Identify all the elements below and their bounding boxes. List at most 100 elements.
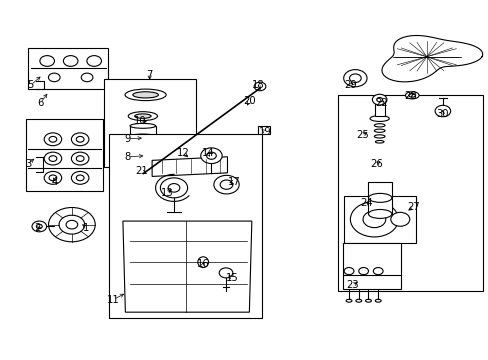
Text: 14: 14 (202, 148, 214, 158)
Circle shape (87, 55, 102, 66)
Text: 25: 25 (355, 130, 368, 140)
Ellipse shape (125, 89, 166, 100)
Text: 7: 7 (146, 69, 153, 80)
Bar (28, 48, 108, 89)
Text: 3: 3 (25, 159, 31, 169)
Text: 19: 19 (258, 127, 271, 137)
Circle shape (71, 171, 89, 184)
Bar (368, 182, 391, 214)
Bar (26, 119, 103, 191)
Circle shape (36, 224, 42, 229)
Text: 17: 17 (227, 177, 240, 187)
Circle shape (71, 133, 89, 146)
Circle shape (137, 171, 147, 178)
Text: 5: 5 (27, 80, 34, 90)
Text: 11: 11 (106, 295, 120, 305)
Text: 27: 27 (407, 202, 419, 212)
Circle shape (32, 221, 46, 232)
Circle shape (390, 212, 409, 226)
Text: 29: 29 (344, 80, 356, 90)
Text: 13: 13 (160, 188, 173, 198)
Ellipse shape (198, 257, 208, 267)
Circle shape (168, 184, 180, 192)
Circle shape (66, 220, 78, 229)
Text: 1: 1 (83, 223, 89, 233)
Bar (109, 134, 262, 318)
Bar (257, 126, 269, 134)
Text: 26: 26 (369, 159, 382, 169)
Text: 20: 20 (243, 96, 255, 107)
Circle shape (213, 175, 239, 194)
Text: 6: 6 (37, 98, 43, 108)
Text: 28: 28 (404, 91, 416, 101)
Circle shape (49, 136, 57, 142)
Text: 12: 12 (177, 148, 190, 158)
Circle shape (349, 74, 361, 82)
Text: 22: 22 (374, 98, 387, 108)
Circle shape (76, 156, 84, 161)
Circle shape (128, 144, 144, 156)
Ellipse shape (405, 92, 418, 99)
Text: 15: 15 (225, 273, 238, 283)
Ellipse shape (355, 299, 361, 302)
Ellipse shape (373, 129, 384, 132)
Circle shape (71, 152, 89, 165)
Circle shape (44, 133, 61, 146)
Text: 30: 30 (436, 109, 448, 119)
Circle shape (358, 267, 368, 275)
Circle shape (40, 55, 54, 66)
Ellipse shape (346, 299, 351, 302)
Text: 9: 9 (124, 134, 131, 144)
Circle shape (362, 211, 385, 228)
Circle shape (48, 207, 95, 242)
Circle shape (59, 215, 84, 234)
Circle shape (201, 148, 222, 163)
Circle shape (376, 98, 382, 102)
Ellipse shape (408, 94, 415, 97)
Circle shape (344, 267, 353, 275)
Circle shape (76, 175, 84, 181)
Circle shape (44, 152, 61, 165)
Bar (374, 102, 384, 116)
Circle shape (44, 171, 61, 184)
Polygon shape (381, 36, 482, 82)
Circle shape (206, 152, 216, 159)
Circle shape (219, 268, 232, 278)
Circle shape (63, 55, 78, 66)
Circle shape (76, 136, 84, 142)
Ellipse shape (130, 134, 155, 139)
Ellipse shape (373, 135, 384, 138)
Ellipse shape (368, 193, 391, 202)
Ellipse shape (369, 116, 388, 121)
Bar (342, 243, 400, 289)
Polygon shape (152, 157, 227, 176)
Bar (344, 196, 415, 243)
Ellipse shape (133, 92, 158, 98)
Circle shape (81, 73, 93, 82)
Ellipse shape (368, 210, 391, 219)
Ellipse shape (374, 299, 380, 302)
Circle shape (434, 105, 450, 117)
Bar (337, 95, 482, 291)
Circle shape (372, 94, 386, 105)
Text: 10: 10 (133, 116, 146, 126)
Circle shape (132, 147, 141, 153)
Circle shape (49, 175, 57, 181)
Text: 18: 18 (251, 80, 264, 90)
Circle shape (160, 178, 187, 198)
Bar (130, 126, 155, 136)
Text: 21: 21 (135, 166, 147, 176)
Ellipse shape (128, 112, 157, 121)
Circle shape (49, 156, 57, 161)
Text: 23: 23 (346, 280, 358, 291)
Ellipse shape (373, 124, 384, 127)
Circle shape (220, 180, 232, 189)
Ellipse shape (375, 140, 383, 143)
Ellipse shape (134, 114, 151, 118)
Text: 2: 2 (35, 223, 41, 233)
Circle shape (254, 82, 265, 91)
Circle shape (343, 69, 366, 87)
Polygon shape (122, 221, 251, 312)
Text: 16: 16 (196, 259, 209, 269)
Circle shape (372, 267, 382, 275)
